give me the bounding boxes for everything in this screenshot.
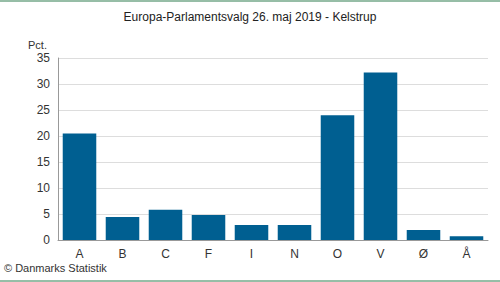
svg-text:15: 15 (37, 155, 51, 169)
svg-text:C: C (161, 247, 170, 261)
svg-text:A: A (75, 247, 83, 261)
svg-text:V: V (376, 247, 384, 261)
svg-text:N: N (290, 247, 299, 261)
svg-text:Pct.: Pct. (28, 39, 47, 51)
svg-text:25: 25 (37, 103, 51, 117)
svg-text:Ø: Ø (419, 247, 428, 261)
svg-text:© Danmarks Statistik: © Danmarks Statistik (4, 262, 107, 274)
svg-text:I: I (250, 247, 253, 261)
svg-text:10: 10 (37, 181, 51, 195)
svg-text:5: 5 (43, 207, 50, 221)
svg-text:Å: Å (462, 246, 470, 261)
svg-text:O: O (333, 247, 342, 261)
svg-text:35: 35 (37, 51, 51, 65)
svg-text:30: 30 (37, 77, 51, 91)
svg-text:0: 0 (43, 233, 50, 247)
svg-text:B: B (118, 247, 126, 261)
svg-text:Europa-Parlamentsvalg 26. maj: Europa-Parlamentsvalg 26. maj 2019 - Kel… (124, 10, 377, 24)
svg-text:F: F (205, 247, 212, 261)
svg-text:20: 20 (37, 129, 51, 143)
